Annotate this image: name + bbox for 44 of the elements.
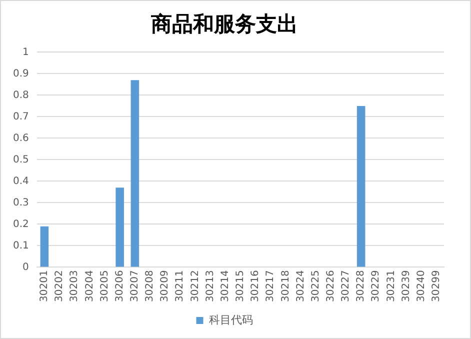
x-tick-label: 30212 bbox=[190, 270, 201, 302]
x-tick-label: 30213 bbox=[204, 270, 216, 302]
y-tick-label: 0.4 bbox=[12, 176, 29, 187]
x-tick-label: 30202 bbox=[54, 270, 66, 302]
bar bbox=[130, 80, 140, 267]
x-tick-label: 30208 bbox=[144, 270, 156, 302]
y-tick-label: 0.3 bbox=[12, 197, 29, 208]
x-tick-label: 30226 bbox=[326, 270, 337, 302]
y-tick-label: 1 bbox=[22, 46, 29, 58]
chart-title: 商品和服务支出 bbox=[150, 12, 298, 36]
x-tick-label: 30211 bbox=[174, 270, 186, 302]
y-tick-label: 0.1 bbox=[12, 240, 29, 252]
y-tick-label: 0.7 bbox=[12, 111, 29, 122]
x-tick-label: 30204 bbox=[84, 270, 96, 302]
x-tick-label: 30228 bbox=[356, 270, 367, 302]
x-tick-label: 30225 bbox=[310, 270, 322, 302]
x-tick-label: 30216 bbox=[250, 270, 262, 302]
x-tick-label: 30207 bbox=[130, 270, 140, 302]
y-tick-label: 0.2 bbox=[12, 218, 29, 230]
x-tick-label: 30231 bbox=[386, 270, 397, 302]
y-tick-label: 0.5 bbox=[12, 154, 29, 166]
legend-label: 科目代码 bbox=[208, 313, 253, 326]
x-tick-label: 30209 bbox=[160, 270, 171, 302]
x-tick-label: 30299 bbox=[431, 270, 442, 302]
x-tick-label: 30240 bbox=[416, 270, 427, 302]
bar bbox=[40, 226, 49, 267]
bar bbox=[116, 188, 124, 267]
x-tick-label: 30239 bbox=[400, 270, 412, 302]
bar bbox=[356, 106, 366, 267]
y-tick-label: 0.8 bbox=[12, 90, 29, 101]
x-tick-label: 30229 bbox=[370, 270, 382, 302]
y-tick-label: 0.9 bbox=[12, 68, 29, 80]
x-tick-label: 30218 bbox=[280, 270, 292, 302]
x-tick-label: 30214 bbox=[220, 270, 231, 302]
x-tick-label: 30201 bbox=[39, 270, 50, 302]
x-tick-label: 30224 bbox=[295, 270, 306, 302]
y-tick-label: 0.6 bbox=[12, 132, 29, 144]
x-tick-label: 30227 bbox=[340, 270, 352, 302]
x-tick-label: 30215 bbox=[235, 270, 246, 302]
x-tick-label: 30205 bbox=[99, 270, 110, 302]
x-tick-label: 30203 bbox=[69, 270, 80, 302]
y-tick-label: 0 bbox=[22, 262, 29, 273]
x-tick-label: 30217 bbox=[265, 270, 276, 302]
x-tick-label: 30206 bbox=[114, 270, 126, 302]
